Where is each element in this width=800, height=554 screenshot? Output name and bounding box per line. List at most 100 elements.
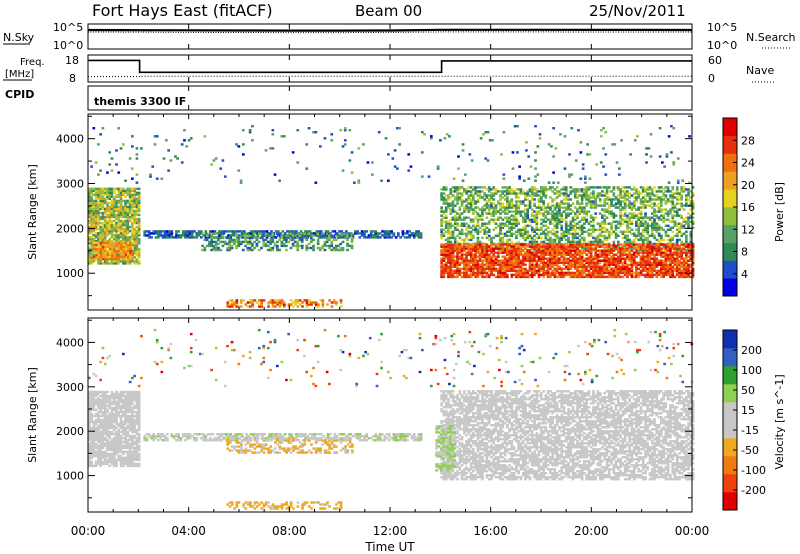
power-cell <box>304 230 307 233</box>
power-cell <box>605 192 609 195</box>
power-cell <box>88 207 91 211</box>
power-cell <box>112 229 116 233</box>
power-cell <box>465 192 468 195</box>
power-cell <box>474 247 477 250</box>
power-cell <box>592 196 595 199</box>
power-cell <box>458 251 462 254</box>
power-cell <box>564 251 568 254</box>
power-cell <box>166 232 169 235</box>
power-cell <box>465 263 468 267</box>
power-cell <box>108 241 112 245</box>
power-cell <box>90 187 93 191</box>
power-cell <box>310 232 313 236</box>
power-cell <box>528 267 532 271</box>
power-cell <box>260 232 263 236</box>
power-cell <box>126 201 130 205</box>
power-cell <box>632 275 636 279</box>
noise-left-label: N.Sky <box>3 31 35 44</box>
power-cell <box>607 251 611 254</box>
power-cell <box>253 246 256 250</box>
power-cell <box>266 244 270 248</box>
power-cell <box>251 236 254 240</box>
power-cell <box>501 267 505 271</box>
power-cell <box>124 211 127 215</box>
power-cell <box>540 236 543 240</box>
power-cell <box>689 196 693 199</box>
power-cell <box>481 245 484 248</box>
power-cell <box>249 230 253 233</box>
power-cell <box>314 301 318 304</box>
power-cell <box>307 242 311 246</box>
power-cell <box>589 253 593 256</box>
power-cell <box>303 232 306 236</box>
power-cell <box>512 261 516 265</box>
power-cell <box>122 234 125 237</box>
power-cell <box>607 275 611 279</box>
power-cell <box>583 275 586 279</box>
power-cell <box>222 230 226 233</box>
power-cell <box>542 230 545 234</box>
power-cell <box>211 230 214 233</box>
power-cell <box>93 245 96 249</box>
power-cell <box>637 190 641 193</box>
power-cell <box>487 190 491 193</box>
power-cell <box>639 238 643 242</box>
power-cell <box>101 217 105 221</box>
power-cell <box>635 249 638 252</box>
power-cell <box>560 234 564 238</box>
power-cell <box>465 251 468 254</box>
power-cell <box>217 238 220 242</box>
power-cell <box>515 257 518 260</box>
power-cell <box>240 299 243 302</box>
power-cell <box>90 225 93 229</box>
power-cell <box>510 226 514 230</box>
power-cell <box>623 206 627 209</box>
power-cell <box>530 273 534 277</box>
power-cell <box>680 194 684 197</box>
power-cell <box>612 249 616 252</box>
power-cell <box>117 234 121 237</box>
power-cell <box>594 273 598 277</box>
power-cell <box>580 243 584 246</box>
power-cell <box>449 261 453 265</box>
power-cell <box>549 263 552 267</box>
power-cell <box>506 212 509 215</box>
power-cell <box>392 232 396 235</box>
power-cell <box>542 200 545 203</box>
power-cell <box>290 230 294 233</box>
power-cell <box>567 206 570 209</box>
power-cell <box>537 212 541 215</box>
power-cell <box>662 228 665 232</box>
power-cell <box>646 188 650 191</box>
power-cell <box>580 245 584 248</box>
power-cell <box>632 238 636 242</box>
power-cell <box>119 205 123 209</box>
power-cell <box>614 224 618 228</box>
power-cell <box>497 247 500 250</box>
power-cell <box>469 259 473 262</box>
power-cell <box>626 275 629 279</box>
power-cell <box>186 236 190 239</box>
power-cell <box>447 259 450 262</box>
power-cell <box>92 225 96 229</box>
power-cell <box>94 236 98 239</box>
power-cell <box>589 275 593 279</box>
power-cell <box>535 224 539 228</box>
nave-label: Nave <box>746 64 774 77</box>
power-cell <box>653 208 656 211</box>
power-cell <box>630 232 634 236</box>
power-cell <box>657 234 661 238</box>
power-cell <box>449 257 453 260</box>
power-cell <box>403 232 407 235</box>
power-cell <box>515 255 518 258</box>
power-cell <box>592 273 595 277</box>
power-cell <box>651 230 654 234</box>
power-cell <box>662 214 665 217</box>
power-cell <box>669 194 672 197</box>
power-cell <box>499 222 502 225</box>
power-cell <box>145 234 149 237</box>
power-cell <box>88 232 91 235</box>
power-cell <box>490 265 493 269</box>
power-cell <box>474 255 477 258</box>
power-cell <box>558 208 561 211</box>
